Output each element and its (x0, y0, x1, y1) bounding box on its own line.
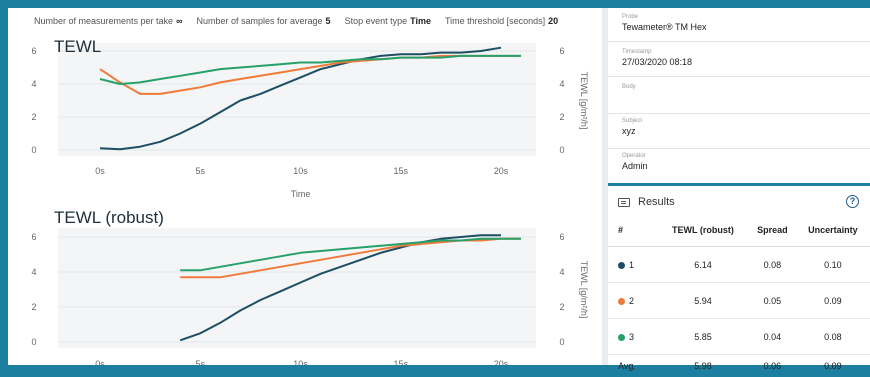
row-number: 2 (608, 283, 657, 319)
y-tick-label-right: 4 (559, 79, 564, 89)
uncertainty-value: 0.10 (796, 247, 870, 283)
probe-field: Probe Tewameter® TM Hex (622, 14, 707, 32)
body-field[interactable]: Body (622, 84, 636, 92)
subject-field[interactable]: Subject xyz (622, 118, 642, 136)
x-tick-label: 20s (494, 359, 509, 365)
timestamp-value: 27/03/2020 08:18 (622, 57, 692, 67)
subject-label: Subject (622, 118, 642, 124)
x-tick-label: 5s (195, 359, 205, 365)
results-header-row: # TEWL (robust) Spread Uncertainty (608, 214, 870, 247)
spread-value: 0.08 (749, 247, 796, 283)
field-divider (608, 148, 870, 149)
operator-label: Operator (622, 153, 648, 159)
x-tick-label: 15s (393, 166, 408, 176)
x-tick-label: 0s (95, 166, 105, 176)
table-row[interactable]: 1 6.14 0.08 0.10 (608, 247, 870, 283)
probe-value: Tewameter® TM Hex (622, 22, 707, 32)
series-dot-icon (618, 298, 625, 305)
y-axis-label: TEWL [g/m²/h] (579, 72, 589, 130)
average-row: Avg. 5.98 0.06 0.09 (608, 355, 870, 377)
y-tick-label-right: 2 (559, 112, 564, 122)
field-divider (608, 76, 870, 77)
row-number: 3 (608, 319, 657, 355)
results-title: Results (638, 196, 675, 208)
window-frame-left (0, 0, 8, 365)
avg-uncertainty-value: 0.09 (796, 355, 870, 377)
operator-field[interactable]: Operator Admin (622, 153, 648, 171)
y-tick-label: 2 (31, 302, 36, 312)
x-tick-label: 5s (195, 166, 205, 176)
y-tick-label-right: 2 (559, 302, 564, 312)
y-tick-label: 6 (31, 232, 36, 242)
y-tick-label-right: 0 (559, 145, 564, 155)
y-tick-label: 4 (31, 79, 36, 89)
y-tick-label: 4 (31, 267, 36, 277)
series-dot-icon (618, 334, 625, 341)
series-dot-icon (618, 262, 625, 269)
chart-title: TEWL (robust) (54, 208, 164, 227)
measurement-settings-bar: Number of measurements per take∞ Number … (8, 8, 602, 34)
subject-value[interactable]: xyz (622, 126, 642, 136)
time-threshold: Time threshold [seconds]20 (445, 16, 558, 26)
help-icon[interactable]: ? (846, 195, 859, 208)
y-tick-label: 6 (31, 46, 36, 56)
y-tick-label-right: 6 (559, 232, 564, 242)
avg-spread-value: 0.06 (749, 355, 796, 377)
y-tick-label-right: 6 (559, 46, 564, 56)
y-tick-label: 0 (31, 145, 36, 155)
results-table: # TEWL (robust) Spread Uncertainty 1 6.1… (608, 214, 870, 377)
measurement-info-panel: Probe Tewameter® TM Hex Timestamp 27/03/… (608, 8, 870, 183)
list-icon (618, 198, 630, 207)
uncertainty-value: 0.09 (796, 283, 870, 319)
col-spread: Spread (749, 214, 796, 247)
window-frame-top (0, 0, 870, 8)
tewl-value: 5.94 (657, 283, 749, 319)
table-row[interactable]: 3 5.85 0.04 0.08 (608, 319, 870, 355)
x-tick-label: 0s (95, 359, 105, 365)
results-panel: Results ? # TEWL (robust) Spread Uncerta… (608, 186, 870, 365)
avg-label: Avg. (608, 355, 657, 377)
col-tewl-robust: TEWL (robust) (657, 214, 749, 247)
plot-background (58, 228, 536, 348)
y-tick-label-right: 4 (559, 267, 564, 277)
uncertainty-value: 0.08 (796, 319, 870, 355)
measurements-per-take: Number of measurements per take∞ (34, 16, 182, 26)
tewl-value: 6.14 (657, 247, 749, 283)
col-uncertainty: Uncertainty (796, 214, 870, 247)
spread-value: 0.04 (749, 319, 796, 355)
results-header: Results (618, 194, 675, 210)
y-axis-label: TEWL [g/m²/h] (579, 261, 589, 319)
y-tick-label: 0 (31, 337, 36, 347)
avg-tewl-value: 5.98 (657, 355, 749, 377)
timestamp-label: Timestamp (622, 49, 692, 55)
timestamp-field: Timestamp 27/03/2020 08:18 (622, 49, 692, 67)
field-divider (608, 113, 870, 114)
field-divider (608, 41, 870, 42)
x-tick-label: 10s (293, 359, 308, 365)
col-number: # (608, 214, 657, 247)
body-label: Body (622, 84, 636, 90)
x-tick-label: 15s (393, 359, 408, 365)
table-row[interactable]: 2 5.94 0.05 0.09 (608, 283, 870, 319)
x-tick-label: 20s (494, 166, 509, 176)
operator-value[interactable]: Admin (622, 161, 648, 171)
y-tick-label-right: 0 (559, 337, 564, 347)
x-axis-label: Time (291, 189, 311, 199)
y-tick-label: 2 (31, 112, 36, 122)
probe-label: Probe (622, 14, 707, 20)
row-number: 1 (608, 247, 657, 283)
spread-value: 0.05 (749, 283, 796, 319)
tewl-value: 5.85 (657, 319, 749, 355)
plot-background (58, 43, 536, 156)
x-tick-label: 10s (293, 166, 308, 176)
chart-title: TEWL (54, 37, 101, 56)
